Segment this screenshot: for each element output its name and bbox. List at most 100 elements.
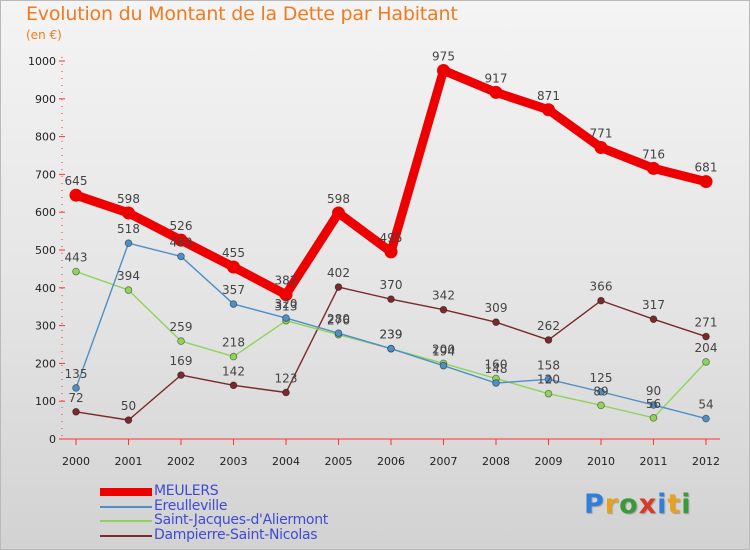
data-point xyxy=(649,414,658,422)
data-point xyxy=(282,314,290,322)
x-tick-label: 2002 xyxy=(167,455,195,468)
data-labels: 645 598 526 455 382 598 495 975 917 871 771 716 681 1… xyxy=(65,49,718,413)
data-label: 320 xyxy=(275,297,298,311)
data-point xyxy=(279,288,293,302)
legend-swatch xyxy=(100,534,152,537)
data-label: 716 xyxy=(642,147,665,161)
chart-subtitle: (en €) xyxy=(26,28,62,42)
data-label: 135 xyxy=(65,367,88,381)
data-label: 200 xyxy=(432,342,455,356)
y-tick-label: 500 xyxy=(35,244,56,257)
logo-letter: r xyxy=(604,489,620,520)
data-point xyxy=(597,387,605,396)
data-label: 402 xyxy=(327,266,350,280)
data-point xyxy=(702,358,710,366)
x-tick-label: 2009 xyxy=(535,455,563,468)
data-label: 158 xyxy=(537,358,560,372)
data-label: 218 xyxy=(222,336,245,350)
plot-area xyxy=(69,63,713,424)
data-point xyxy=(702,414,710,423)
data-point xyxy=(649,315,658,323)
data-label: 526 xyxy=(170,219,193,233)
data-point xyxy=(489,85,503,99)
data-label: 259 xyxy=(170,320,193,334)
data-point xyxy=(597,401,605,410)
y-tick-label: 300 xyxy=(35,320,56,333)
data-label: 917 xyxy=(485,71,508,85)
data-point xyxy=(124,286,133,294)
data-point xyxy=(177,252,185,261)
data-label: 50 xyxy=(121,399,136,413)
data-point xyxy=(492,379,500,387)
data-label: 271 xyxy=(695,316,718,330)
data-label: 317 xyxy=(642,298,665,312)
legend-swatch xyxy=(100,488,152,496)
data-point xyxy=(334,283,343,291)
data-point xyxy=(69,188,83,202)
x-tick-label: 2004 xyxy=(272,455,300,468)
data-label: 357 xyxy=(222,283,245,297)
x-tick-label: 2011 xyxy=(640,455,668,468)
data-label: 309 xyxy=(485,301,508,315)
data-label: 239 xyxy=(380,328,403,342)
data-label: 495 xyxy=(380,231,403,245)
legend-label: Dampierre-Saint-Nicolas xyxy=(154,526,318,543)
data-label: 366 xyxy=(590,280,613,294)
series-line-meulers xyxy=(71,65,711,300)
data-point xyxy=(597,296,605,305)
data-label: 681 xyxy=(695,161,718,175)
data-point xyxy=(384,245,398,259)
logo-letter: t xyxy=(667,489,682,520)
chart-title: Evolution du Montant de la Dette par Hab… xyxy=(26,3,458,25)
data-point xyxy=(334,329,343,337)
legend-swatch xyxy=(100,520,152,522)
x-tick-label: 2005 xyxy=(325,455,353,468)
data-point xyxy=(439,361,448,370)
data-label: 123 xyxy=(275,372,298,386)
data-point xyxy=(594,141,608,155)
data-label: 194 xyxy=(432,345,455,359)
data-point xyxy=(124,416,133,424)
data-label: 239 xyxy=(380,328,403,342)
data-label: 370 xyxy=(380,278,403,292)
x-tick-label: 2000 xyxy=(62,455,90,468)
data-label: 90 xyxy=(646,384,661,398)
x-tick-label: 2006 xyxy=(377,455,405,468)
x-tick-label: 2003 xyxy=(220,455,248,468)
data-point xyxy=(544,389,553,398)
data-point xyxy=(177,337,185,345)
data-point xyxy=(544,336,553,344)
data-point xyxy=(229,381,238,390)
data-point xyxy=(387,295,395,303)
data-label: 56 xyxy=(646,397,661,411)
data-label: 160 xyxy=(485,358,508,372)
data-label: 125 xyxy=(590,371,613,385)
data-label: 598 xyxy=(117,192,140,206)
legend-label: Ereulleville xyxy=(154,497,228,514)
data-point xyxy=(439,305,448,314)
data-point xyxy=(542,103,555,117)
data-label: 394 xyxy=(117,269,140,283)
y-tick-label: 900 xyxy=(35,93,56,106)
data-point xyxy=(437,63,450,77)
legend-swatch xyxy=(100,505,152,508)
data-point xyxy=(227,260,240,274)
data-point xyxy=(72,267,80,276)
data-point xyxy=(649,401,658,409)
logo-letter: i xyxy=(681,489,692,520)
data-point xyxy=(544,375,553,384)
data-label: 280 xyxy=(327,312,350,326)
data-label: 262 xyxy=(537,319,560,333)
data-label: 645 xyxy=(65,174,88,188)
data-label: 142 xyxy=(222,364,245,378)
data-point xyxy=(332,206,345,220)
data-label: 120 xyxy=(537,373,560,387)
logo-letter: o xyxy=(619,489,639,520)
data-point xyxy=(174,233,188,247)
data-label: 204 xyxy=(695,341,718,355)
data-point xyxy=(282,388,290,397)
x-tick-label: 2001 xyxy=(115,455,143,468)
